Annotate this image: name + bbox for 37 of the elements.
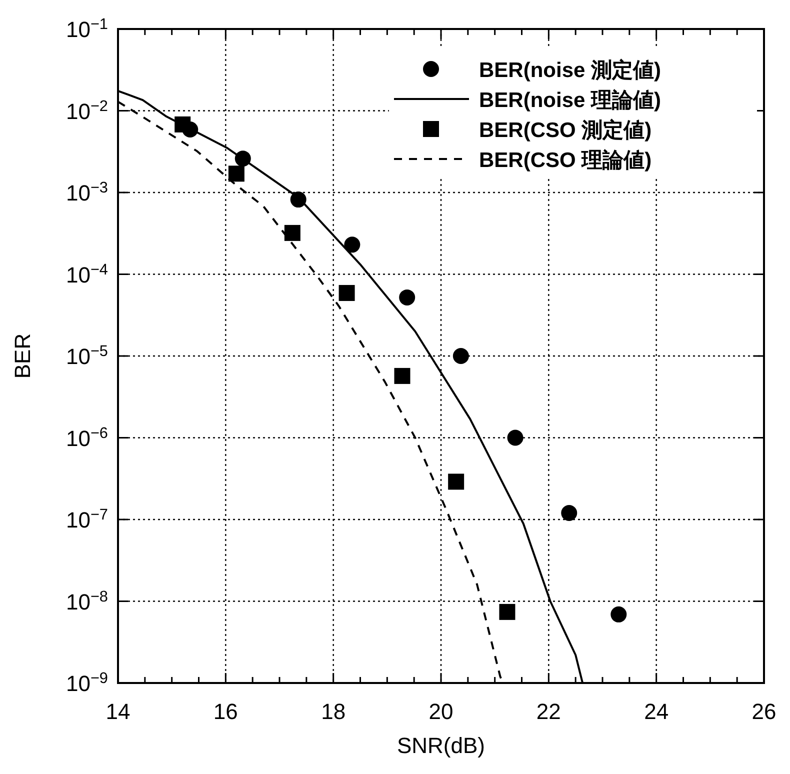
point [284, 224, 300, 241]
x-tick-label: 26 [752, 699, 776, 724]
y-tick-label: 10$^{−7}$ [66, 506, 108, 532]
point [507, 430, 524, 446]
point [338, 284, 355, 301]
x-tick-label: 24 [644, 699, 669, 724]
y-tick-label: 10$^{−4}$ [66, 260, 108, 288]
x-tick-label: 22 [536, 699, 561, 724]
point [610, 606, 627, 622]
x-tick-label: 18 [321, 699, 346, 724]
legend-label: BER(CSO 測定値) [479, 118, 652, 142]
legend-label: BER(noise 測定値) [479, 58, 662, 82]
point [452, 348, 469, 364]
y-tick-label: 10$^{−9}$ [66, 670, 108, 696]
y-tick-label: 10$^{−5}$ [66, 342, 108, 369]
y-axis-title: BER [10, 333, 35, 379]
y-tick-label: 10$^{−6}$ [66, 424, 108, 451]
point [344, 236, 360, 253]
x-tick-label: 20 [428, 699, 454, 724]
y-tick-label: 10$^{−8}$ [66, 588, 108, 614]
point [394, 368, 410, 384]
point [561, 505, 578, 522]
legend-label: BER(CSO 理論値) [479, 149, 652, 172]
x-axis-title: SNR(dB) [396, 733, 486, 758]
point [499, 604, 516, 620]
x-tick-label: 14 [106, 699, 130, 724]
y-tick-label: 10$^{−2}$ [66, 97, 108, 124]
legend-label: BER(noise 理論値) [479, 89, 662, 112]
point [174, 116, 191, 132]
x-tick-label: 16 [213, 699, 238, 724]
point [448, 474, 464, 490]
y-tick-label: 10$^{−3}$ [66, 179, 108, 206]
point [228, 166, 244, 182]
point [234, 150, 251, 167]
point [290, 192, 306, 208]
point [399, 289, 416, 306]
y-tick-label: 10$^{−1}$ [66, 16, 108, 42]
